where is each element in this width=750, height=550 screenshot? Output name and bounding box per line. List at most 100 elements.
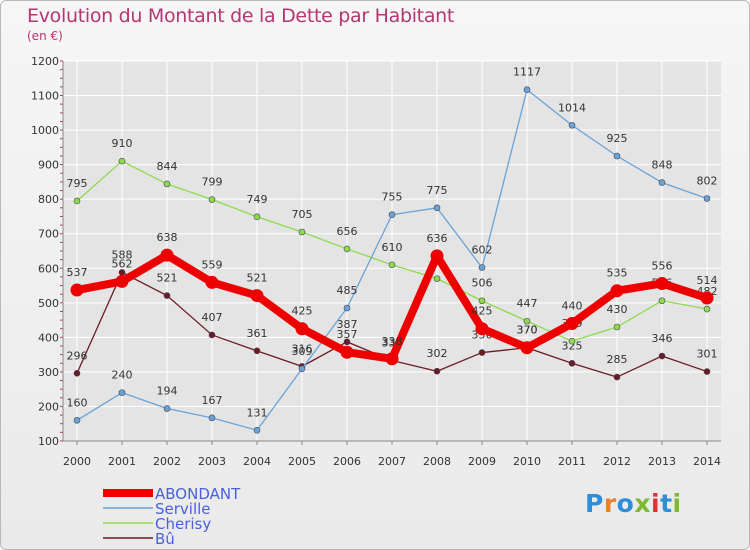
data-label: 556	[652, 259, 673, 272]
y-tick-label: 1000	[31, 124, 59, 137]
data-label: 485	[337, 284, 358, 297]
data-label: 559	[202, 258, 223, 271]
data-point	[343, 304, 351, 312]
data-point	[478, 349, 486, 356]
data-label: 440	[562, 300, 583, 313]
legend-label: ABONDANT	[155, 485, 241, 503]
data-label: 749	[247, 193, 268, 206]
x-tick-label: 2007	[378, 455, 406, 468]
data-label: 562	[112, 257, 133, 270]
y-tick-label: 300	[38, 366, 59, 379]
data-label: 325	[562, 339, 583, 352]
y-tick-label: 500	[38, 297, 59, 310]
data-label: 407	[202, 311, 223, 324]
data-point	[208, 331, 216, 339]
x-tick-label: 2003	[198, 455, 226, 468]
data-label: 338	[382, 335, 403, 348]
data-label: 799	[202, 176, 223, 189]
x-tick-label: 2010	[513, 455, 541, 468]
data-label: 925	[607, 132, 628, 145]
data-point	[73, 197, 81, 205]
data-point	[343, 338, 351, 346]
data-point	[655, 276, 669, 290]
data-point	[478, 264, 486, 271]
data-label: 194	[157, 385, 178, 398]
data-point	[250, 289, 264, 303]
data-label: 316	[292, 342, 313, 355]
data-point	[613, 323, 621, 331]
x-tick-label: 2009	[468, 455, 496, 468]
data-point	[565, 317, 579, 331]
data-point	[295, 322, 309, 336]
y-tick-label: 400	[38, 331, 59, 344]
data-label: 506	[472, 277, 493, 290]
data-point	[118, 157, 126, 165]
data-point	[388, 261, 396, 269]
data-label: 1014	[558, 101, 586, 114]
data-label: 160	[67, 396, 88, 409]
data-label: 514	[697, 274, 718, 287]
x-tick-label: 2011	[558, 455, 586, 468]
data-label: 602	[472, 244, 493, 257]
data-point	[118, 389, 126, 396]
data-point	[388, 211, 396, 219]
data-label: 240	[112, 369, 133, 382]
data-point	[478, 297, 486, 305]
data-label: 638	[157, 231, 178, 244]
chart-subtitle: (en €)	[27, 29, 63, 43]
data-label: 755	[382, 191, 403, 204]
data-label: 285	[607, 353, 628, 366]
data-point	[160, 248, 174, 262]
data-label: 447	[517, 297, 538, 310]
data-point	[343, 245, 351, 253]
data-point	[340, 345, 354, 359]
data-label: 521	[157, 272, 178, 285]
legend-label: Serville	[155, 500, 211, 518]
legend-label: Cherisy	[155, 515, 211, 533]
data-point	[568, 359, 576, 367]
data-point	[115, 274, 129, 288]
data-label: 656	[337, 225, 358, 238]
data-point	[253, 347, 261, 355]
data-label: 521	[247, 272, 268, 285]
data-label: 705	[292, 208, 313, 221]
data-label: 309	[292, 345, 313, 358]
data-label: 844	[157, 160, 178, 173]
x-tick-label: 2012	[603, 455, 631, 468]
data-point	[73, 369, 81, 377]
data-label: 361	[247, 327, 268, 340]
data-label: 301	[697, 348, 718, 361]
data-label: 302	[427, 347, 448, 360]
y-tick-label: 1100	[31, 90, 59, 103]
data-point	[163, 405, 171, 412]
data-label: 802	[697, 174, 718, 187]
y-tick-label: 600	[38, 262, 59, 275]
data-point	[568, 337, 576, 345]
y-tick-label: 100	[38, 435, 59, 448]
data-point	[658, 297, 666, 305]
data-point	[703, 368, 711, 375]
data-point	[658, 352, 666, 360]
data-label: 346	[652, 332, 673, 345]
data-point	[253, 213, 261, 221]
data-point	[70, 283, 84, 297]
data-label: 848	[652, 159, 673, 172]
x-tick-label: 2008	[423, 455, 451, 468]
data-label: 430	[607, 303, 628, 316]
data-point	[568, 121, 576, 129]
x-tick-label: 2002	[153, 455, 181, 468]
data-label: 370	[517, 324, 538, 337]
data-point	[208, 414, 216, 422]
data-point	[433, 204, 441, 212]
legend-label: Bû	[155, 530, 175, 548]
data-point	[475, 322, 489, 336]
data-label: 795	[67, 177, 88, 190]
data-point	[208, 196, 216, 203]
data-point	[430, 249, 444, 263]
data-point	[73, 416, 81, 424]
data-label: 588	[112, 248, 133, 261]
data-label: 131	[247, 406, 268, 419]
data-label: 1117	[513, 66, 541, 79]
